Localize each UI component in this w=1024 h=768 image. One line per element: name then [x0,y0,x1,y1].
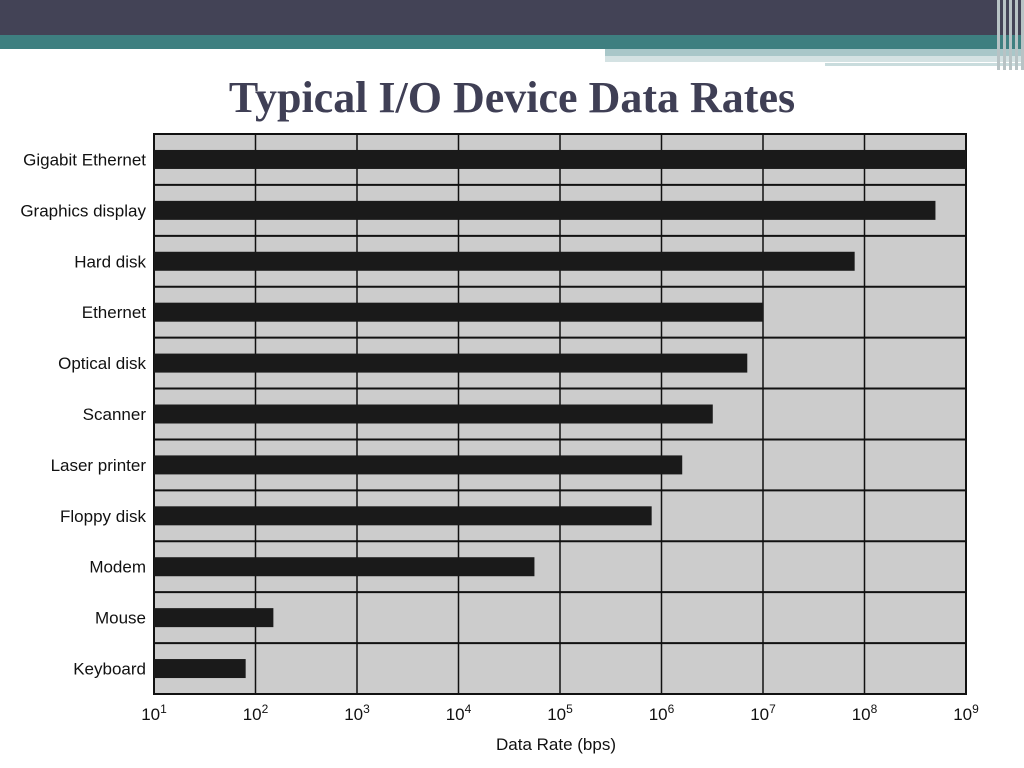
bar [154,149,966,169]
category-label: Modem [89,558,146,577]
x-tick-label: 106 [649,702,675,724]
header-light-band [605,49,1024,56]
x-tick-label: 108 [852,702,878,724]
header-lighter-band [605,56,1024,62]
header-teal-band [0,35,1024,49]
x-tick-label: 105 [547,702,573,724]
header-white-gap [0,49,605,69]
header-stripes [994,0,1024,70]
x-tick-label: 109 [953,702,979,724]
bar [154,506,652,526]
bar [154,353,748,373]
category-label: Mouse [95,609,146,628]
bar [154,608,274,628]
bar [154,302,763,322]
bar-chart: Gigabit Ethernet Graphics display Hard dis… [20,133,979,754]
category-label: Keyboard [73,660,146,679]
category-label: Graphics display [20,201,146,220]
category-label: Ethernet [82,303,147,322]
x-axis-label: Data Rate (bps) [496,735,616,754]
slide-title: Typical I/O Device Data Rates [228,73,796,122]
category-label: Scanner [83,405,147,424]
category-label: Optical disk [58,354,146,373]
x-tick-label: 107 [750,702,776,724]
category-label: Gigabit Ethernet [23,150,146,169]
bar [154,251,855,271]
bar [154,659,246,679]
x-tick-label: 104 [446,702,472,724]
category-label: Floppy disk [60,507,146,526]
bar [154,557,535,577]
x-tick-label: 103 [344,702,370,724]
header-dark-band [0,0,1024,35]
x-tick-label: 102 [243,702,269,724]
slide-header-band [0,0,1024,70]
header-accent-line [825,63,1024,66]
bar [154,200,936,220]
x-tick-label: 101 [141,702,167,724]
category-label: Laser printer [51,456,147,475]
bar [154,455,683,475]
category-label: Hard disk [74,252,146,271]
bar [154,404,713,424]
